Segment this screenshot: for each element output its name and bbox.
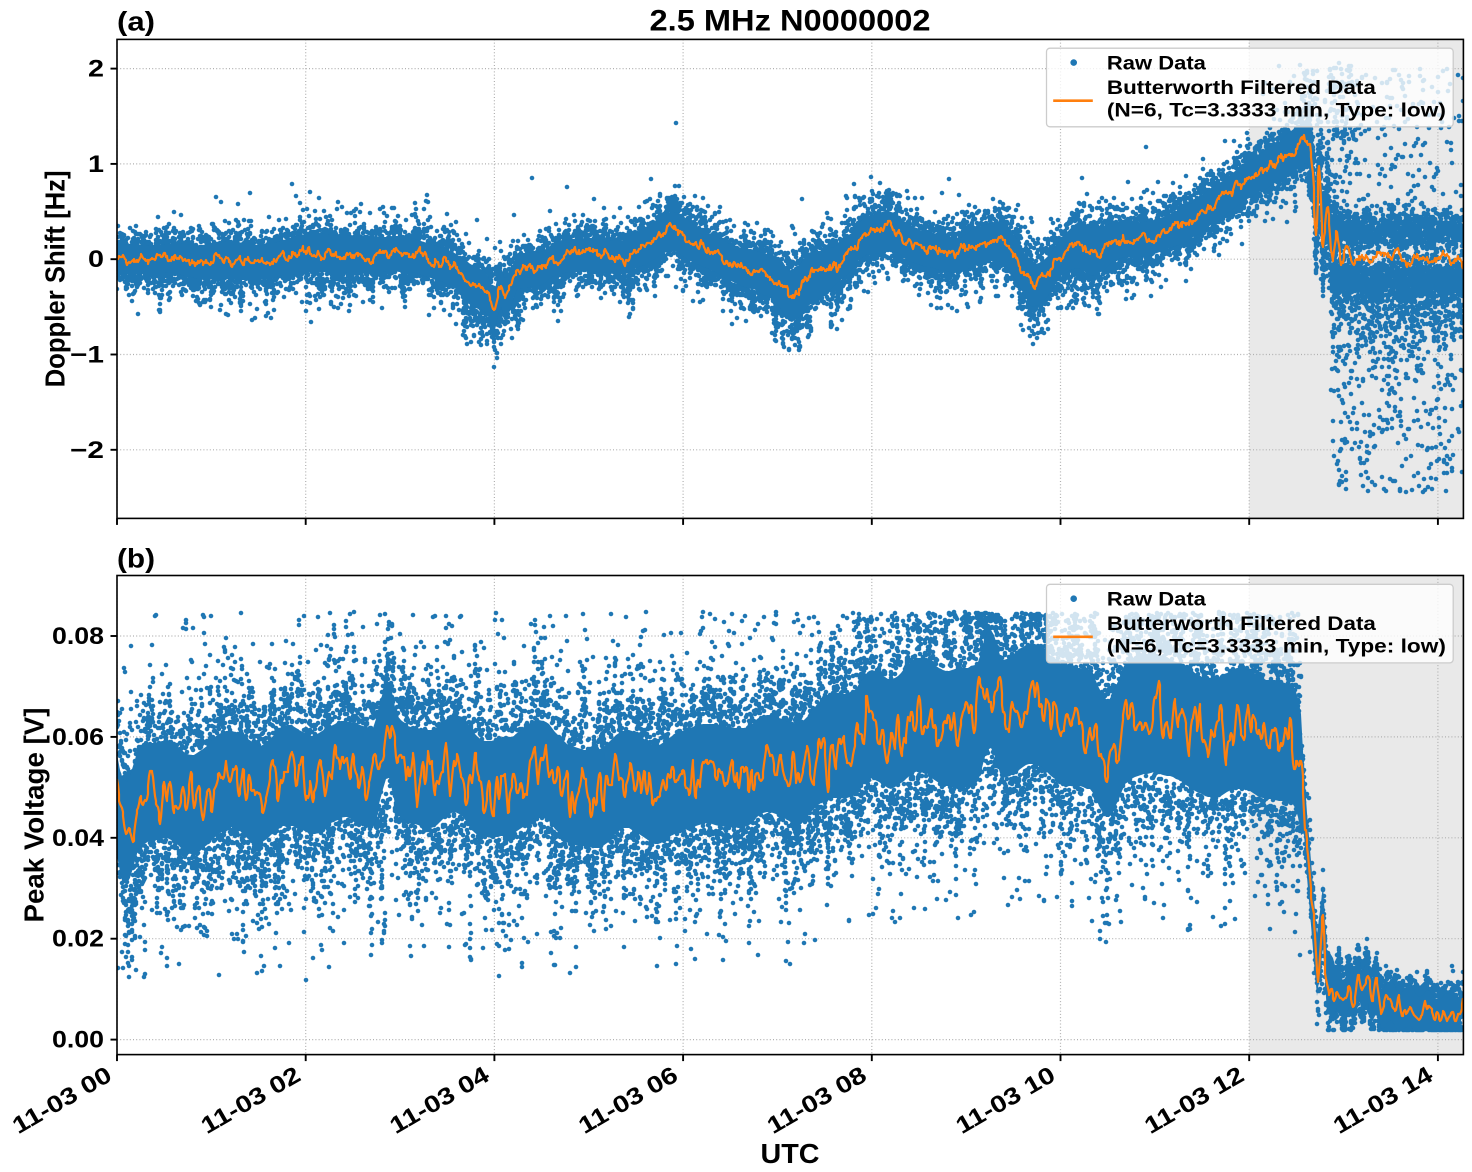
svg-text:(N=6, Tc=3.3333 min, Type: low: (N=6, Tc=3.3333 min, Type: low) xyxy=(1107,100,1446,121)
svg-text:0.04: 0.04 xyxy=(52,826,105,852)
svg-text:0: 0 xyxy=(88,247,104,273)
svg-text:Raw Data: Raw Data xyxy=(1107,589,1206,610)
svg-text:0.02: 0.02 xyxy=(52,927,104,953)
svg-text:(N=6, Tc=3.3333 min, Type: low: (N=6, Tc=3.3333 min, Type: low) xyxy=(1107,636,1446,657)
svg-text:(a): (a) xyxy=(117,7,155,37)
svg-text:2.5 MHz N0000002: 2.5 MHz N0000002 xyxy=(650,5,931,38)
svg-text:Doppler Shift [Hz]: Doppler Shift [Hz] xyxy=(40,170,71,387)
svg-text:Butterworth Filtered Data: Butterworth Filtered Data xyxy=(1107,78,1376,99)
svg-text:−2: −2 xyxy=(70,438,104,464)
svg-text:0.06: 0.06 xyxy=(52,725,104,751)
svg-text:UTC: UTC xyxy=(761,1138,820,1169)
svg-text:(b): (b) xyxy=(117,544,155,574)
svg-text:0.00: 0.00 xyxy=(52,1028,104,1054)
svg-text:Peak Voltage [V]: Peak Voltage [V] xyxy=(19,708,50,923)
svg-text:0.08: 0.08 xyxy=(52,624,104,650)
svg-text:Butterworth Filtered Data: Butterworth Filtered Data xyxy=(1107,614,1376,635)
svg-text:Raw Data: Raw Data xyxy=(1107,53,1206,74)
svg-text:−1: −1 xyxy=(70,343,104,369)
svg-text:1: 1 xyxy=(88,152,104,178)
svg-text:2: 2 xyxy=(88,57,104,83)
